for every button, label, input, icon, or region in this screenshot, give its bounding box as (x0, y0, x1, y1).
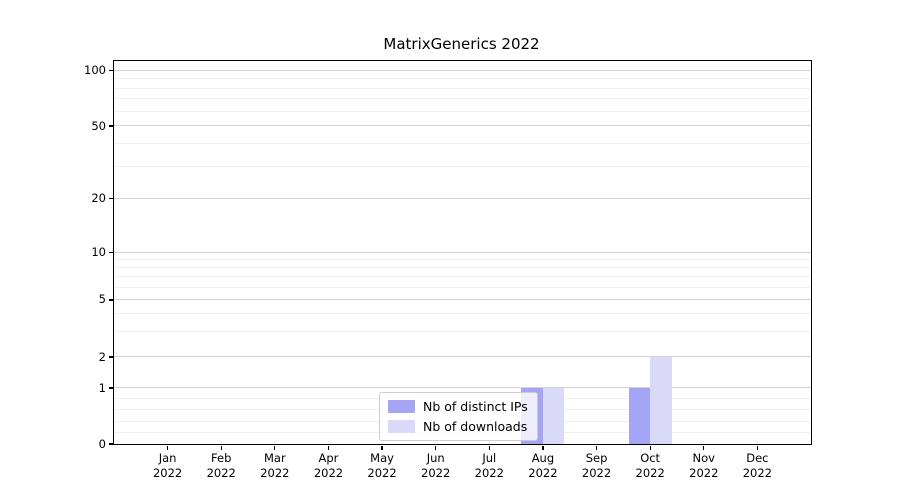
x-axis-tick (595, 446, 598, 451)
x-tick-label: Jul 2022 (474, 451, 504, 481)
bar-downloads (650, 357, 672, 444)
y-tick-label: 10 (91, 245, 106, 260)
x-axis-tick (381, 446, 383, 451)
gridline-major (114, 387, 811, 389)
legend-swatch-distinct-ips (388, 400, 415, 413)
y-tick-label: 0 (98, 436, 106, 451)
x-axis-tick (488, 446, 490, 451)
gridline-minor (114, 78, 811, 80)
y-axis-tick (109, 443, 113, 445)
x-tick-label: Sep 2022 (581, 451, 612, 481)
y-tick-label: 2 (98, 349, 106, 364)
gridline-major (114, 69, 811, 71)
legend-label-distinct-ips: Nb of distinct IPs (423, 399, 528, 414)
gridline-major (114, 356, 811, 358)
y-axis-tick (109, 252, 113, 254)
x-axis-tick (435, 446, 437, 451)
y-axis-tick (109, 299, 113, 301)
legend-swatch-downloads (388, 420, 415, 433)
y-axis-tick (109, 198, 113, 200)
gridline-minor (114, 98, 811, 100)
x-tick-label: Mar 2022 (260, 451, 290, 481)
y-axis-tick (109, 125, 113, 127)
y-tick-label: 50 (91, 118, 106, 133)
x-axis-tick (167, 446, 169, 451)
gridline-minor (114, 110, 811, 112)
gridline-major (114, 125, 811, 127)
x-tick-label: Feb 2022 (206, 451, 236, 481)
gridline-major (114, 251, 811, 253)
x-tick-label: May 2022 (367, 451, 397, 481)
x-axis-tick (542, 446, 544, 451)
gridline-major (114, 299, 811, 300)
y-tick-label: 100 (84, 63, 106, 78)
legend: Nb of distinct IPs Nb of downloads (379, 392, 538, 441)
gridline-minor (114, 87, 811, 89)
x-tick-label: Aug 2022 (528, 451, 558, 481)
gridline-minor (114, 312, 811, 314)
bar-distinct-ips (628, 388, 651, 444)
gridline-minor (114, 330, 811, 332)
x-axis-tick (756, 446, 758, 451)
gridline-minor (114, 286, 811, 288)
x-axis-tick (703, 446, 705, 451)
y-tick-label: 1 (98, 380, 106, 395)
gridline-minor (114, 142, 811, 144)
x-axis-tick (274, 446, 276, 451)
x-tick-label: Nov 2022 (689, 451, 719, 481)
x-axis-tick (649, 446, 651, 451)
plot-area: Nb of distinct IPs Nb of downloads 0 1 2 5 1… (84, 60, 812, 480)
x-axis-tick (327, 446, 330, 451)
x-tick-label: Jan 2022 (152, 451, 183, 481)
gridline-minor (114, 267, 811, 269)
gridline-minor (114, 165, 811, 167)
y-tick-label: 20 (91, 191, 106, 206)
bar-downloads (542, 388, 565, 444)
x-tick-label: Dec 2022 (742, 451, 773, 481)
legend-label-downloads: Nb of downloads (423, 419, 528, 434)
x-tick-label: Jun 2022 (421, 451, 451, 481)
y-axis-tick (109, 387, 113, 389)
x-axis-tick (220, 446, 222, 451)
y-tick-label: 5 (98, 292, 106, 307)
legend-entry-downloads: Nb of downloads (388, 419, 528, 434)
x-tick-label: Oct 2022 (635, 451, 665, 481)
y-axis-tick (109, 356, 113, 358)
chart-title: MatrixGenerics 2022 (383, 35, 540, 53)
y-axis-tick (109, 70, 113, 72)
gridline-minor (114, 276, 811, 278)
gridline-major (114, 197, 811, 199)
gridline-minor (114, 259, 811, 261)
x-tick-label: Apr 2022 (313, 451, 344, 481)
legend-entry-distinct-ips: Nb of distinct IPs (388, 399, 528, 414)
